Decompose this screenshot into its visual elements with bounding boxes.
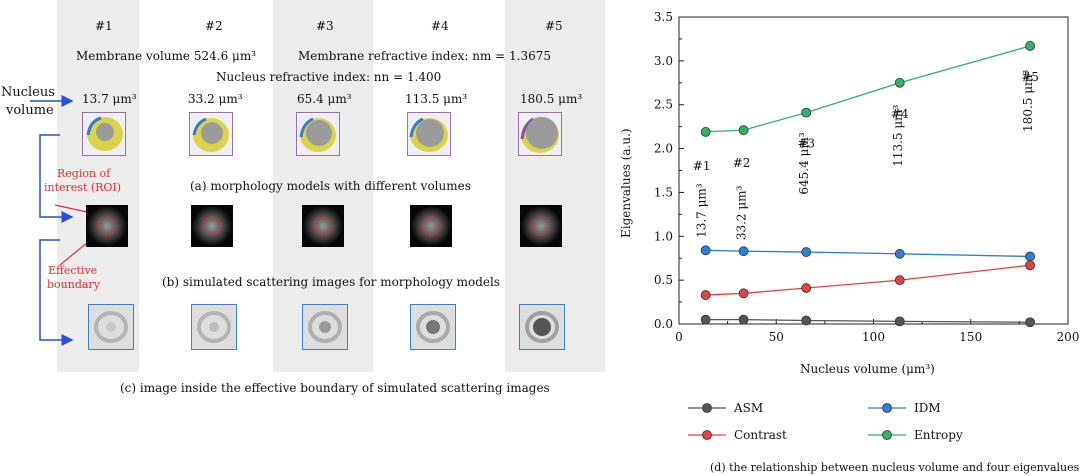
inner-boundary-image bbox=[519, 304, 565, 350]
series-line-asm bbox=[705, 318, 1031, 323]
morphology-model-image bbox=[518, 112, 562, 156]
scattering-image bbox=[86, 205, 128, 247]
morphology-model-image bbox=[407, 112, 451, 156]
annotation-value: 645.4 μm³ bbox=[797, 132, 811, 194]
annotation-label: #4 bbox=[891, 107, 909, 121]
annotation-value: 113.5 μm³ bbox=[891, 104, 905, 166]
legend-label: Contrast bbox=[734, 428, 787, 442]
data-point-entropy bbox=[738, 125, 749, 136]
nucleus-volume-label: Nucleus bbox=[1, 85, 55, 100]
inner-boundary-image bbox=[302, 304, 348, 350]
volume-label: 33.2 μm³ bbox=[188, 92, 243, 106]
caption-a: (a) morphology models with different vol… bbox=[190, 179, 471, 193]
data-point-asm bbox=[1025, 317, 1035, 328]
data-point-entropy bbox=[894, 77, 905, 88]
column-label: #4 bbox=[431, 19, 449, 33]
inner-boundary-image bbox=[191, 304, 237, 350]
column-label: #3 bbox=[316, 19, 334, 33]
morphology-model-image bbox=[189, 112, 233, 156]
series-line-entropy bbox=[705, 45, 1031, 133]
scattering-image bbox=[410, 205, 452, 247]
annotation-label: #5 bbox=[1021, 70, 1039, 84]
volume-label: 180.5 μm³ bbox=[520, 92, 583, 106]
x-tick-label: 200 bbox=[1057, 330, 1080, 344]
inner-boundary-image bbox=[88, 304, 134, 350]
data-point-asm bbox=[894, 316, 905, 327]
scattering-image bbox=[191, 205, 233, 247]
data-point-idm bbox=[700, 245, 711, 256]
annotation-label: #1 bbox=[693, 159, 711, 173]
volume-label: 13.7 μm³ bbox=[82, 92, 137, 106]
scattering-image bbox=[520, 205, 562, 247]
legend-label: Entropy bbox=[914, 428, 963, 442]
inner-boundary-image bbox=[410, 304, 456, 350]
data-point-entropy bbox=[700, 127, 711, 137]
y-tick-label: 0.5 bbox=[654, 273, 673, 287]
data-point-asm bbox=[700, 314, 711, 325]
legend-label: IDM bbox=[914, 401, 941, 415]
y-tick-label: 2.5 bbox=[654, 98, 673, 112]
y-tick-label: 0.0 bbox=[654, 317, 673, 331]
morphology-model-image bbox=[296, 112, 340, 156]
y-tick-label: 3.0 bbox=[654, 54, 673, 68]
data-point-contrast bbox=[801, 283, 812, 293]
nucleus-refractive-index-label: Nucleus refractive index: nn = 1.400 bbox=[216, 70, 442, 84]
data-point-asm bbox=[801, 315, 812, 326]
legend-marker bbox=[882, 403, 892, 413]
volume-label: 113.5 μm³ bbox=[405, 92, 468, 106]
data-point-idm bbox=[801, 247, 812, 257]
legend-marker bbox=[702, 403, 712, 413]
annotation-value: 13.7 μm³ bbox=[695, 183, 709, 238]
x-tick-label: 50 bbox=[769, 330, 784, 344]
x-tick-label: 0 bbox=[675, 330, 683, 344]
column-label: #5 bbox=[545, 19, 563, 33]
caption-c: (c) image inside the effective boundary … bbox=[120, 381, 550, 395]
roi-label: Region of bbox=[57, 167, 111, 180]
boundary-label: boundary bbox=[47, 278, 100, 291]
chart-caption: (d) the relationship between nucleus vol… bbox=[710, 461, 1080, 474]
y-tick-label: 1.0 bbox=[654, 229, 673, 243]
data-point-idm bbox=[738, 246, 749, 257]
annotation-label: #3 bbox=[797, 137, 815, 151]
column-label: #2 bbox=[205, 19, 223, 33]
data-point-contrast bbox=[738, 288, 749, 299]
volume-label: 65.4 μm³ bbox=[297, 92, 352, 106]
y-tick-label: 3.5 bbox=[654, 10, 673, 24]
legend-marker bbox=[882, 430, 892, 440]
plot-frame bbox=[678, 16, 1069, 325]
morphology-model-image bbox=[82, 112, 126, 156]
caption-b: (b) simulated scattering images for morp… bbox=[162, 275, 500, 289]
data-point-contrast bbox=[894, 275, 905, 286]
legend-marker bbox=[702, 430, 712, 440]
annotation-value: 33.2 μm³ bbox=[735, 185, 749, 240]
column-label: #1 bbox=[95, 19, 113, 33]
annotation-label: #2 bbox=[733, 156, 751, 170]
data-point-entropy bbox=[801, 107, 812, 118]
boundary-label: Effective bbox=[48, 264, 98, 277]
membrane-refractive-index-label: Membrane refractive index: nm = 1.3675 bbox=[298, 49, 551, 63]
roi-label: interest (ROI) bbox=[44, 181, 122, 194]
x-tick-label: 150 bbox=[959, 330, 982, 344]
x-tick-label: 100 bbox=[862, 330, 885, 344]
data-point-contrast bbox=[1025, 260, 1035, 271]
y-tick-label: 2.0 bbox=[654, 142, 673, 156]
annotation-value: 180.5 μm³ bbox=[1021, 70, 1035, 132]
x-axis-label: Nucleus volume (μm³) bbox=[800, 362, 935, 376]
nucleus-volume-label: volume bbox=[6, 103, 54, 118]
legend-label: ASM bbox=[733, 401, 763, 415]
scattering-image bbox=[302, 205, 344, 247]
series-line-contrast bbox=[705, 264, 1031, 296]
data-point-idm bbox=[894, 248, 905, 259]
y-tick-label: 1.5 bbox=[654, 185, 673, 199]
series-line-idm bbox=[705, 249, 1031, 258]
data-point-idm bbox=[1025, 251, 1035, 262]
membrane-volume-label: Membrane volume 524.6 μm³ bbox=[76, 49, 257, 63]
data-point-entropy bbox=[1025, 41, 1035, 51]
data-point-asm bbox=[738, 314, 749, 325]
data-point-contrast bbox=[700, 290, 711, 300]
